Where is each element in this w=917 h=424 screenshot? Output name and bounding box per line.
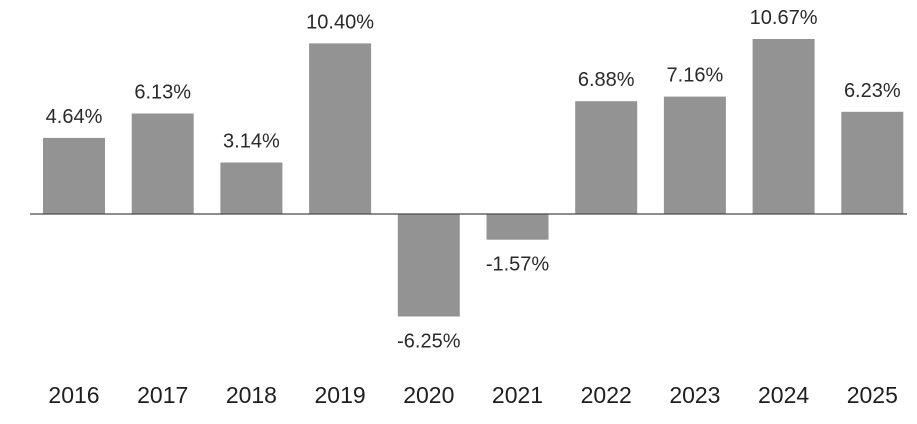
bar-2017	[131, 113, 194, 214]
data-label-2024: 10.67%	[750, 7, 818, 29]
x-tick-2019: 2019	[315, 382, 366, 408]
x-tick-labels-group: 2016 2017 2018 2019 2020 2021 2022 2023 2024 2025	[48, 382, 897, 408]
x-tick-2023: 2023	[669, 382, 720, 408]
bar-2018	[220, 162, 283, 214]
bar-2023	[663, 96, 726, 214]
data-label-2025: 6.23%	[844, 80, 901, 102]
x-tick-2018: 2018	[226, 382, 277, 408]
data-label-2016: 4.64%	[46, 106, 103, 128]
x-tick-2025: 2025	[847, 382, 898, 408]
data-label-2021: -1.57%	[486, 254, 550, 276]
x-tick-2016: 2016	[48, 382, 99, 408]
data-label-2023: 7.16%	[667, 65, 724, 87]
bar-2019	[309, 43, 372, 215]
bar-2020	[397, 214, 460, 317]
x-tick-2024: 2024	[758, 382, 809, 408]
data-label-2020: -6.25%	[397, 331, 461, 353]
x-tick-2021: 2021	[492, 382, 543, 408]
x-tick-2022: 2022	[581, 382, 632, 408]
bar-2016	[43, 137, 105, 214]
data-label-2018: 3.14%	[223, 131, 280, 153]
data-label-2022: 6.88%	[578, 69, 635, 91]
bar-2025	[841, 111, 904, 214]
data-label-2019: 10.40%	[306, 11, 374, 33]
x-tick-2017: 2017	[137, 382, 188, 408]
data-label-2017: 6.13%	[134, 82, 191, 104]
bars-group	[43, 39, 904, 317]
bar-2021	[486, 214, 549, 240]
data-labels-group: 4.64% 6.13% 3.14% 10.40% -6.25% -1.57% 6.88% 7.…	[46, 7, 901, 353]
bar-2024	[752, 39, 815, 214]
bar-2022	[575, 101, 638, 214]
x-tick-2020: 2020	[403, 382, 454, 408]
